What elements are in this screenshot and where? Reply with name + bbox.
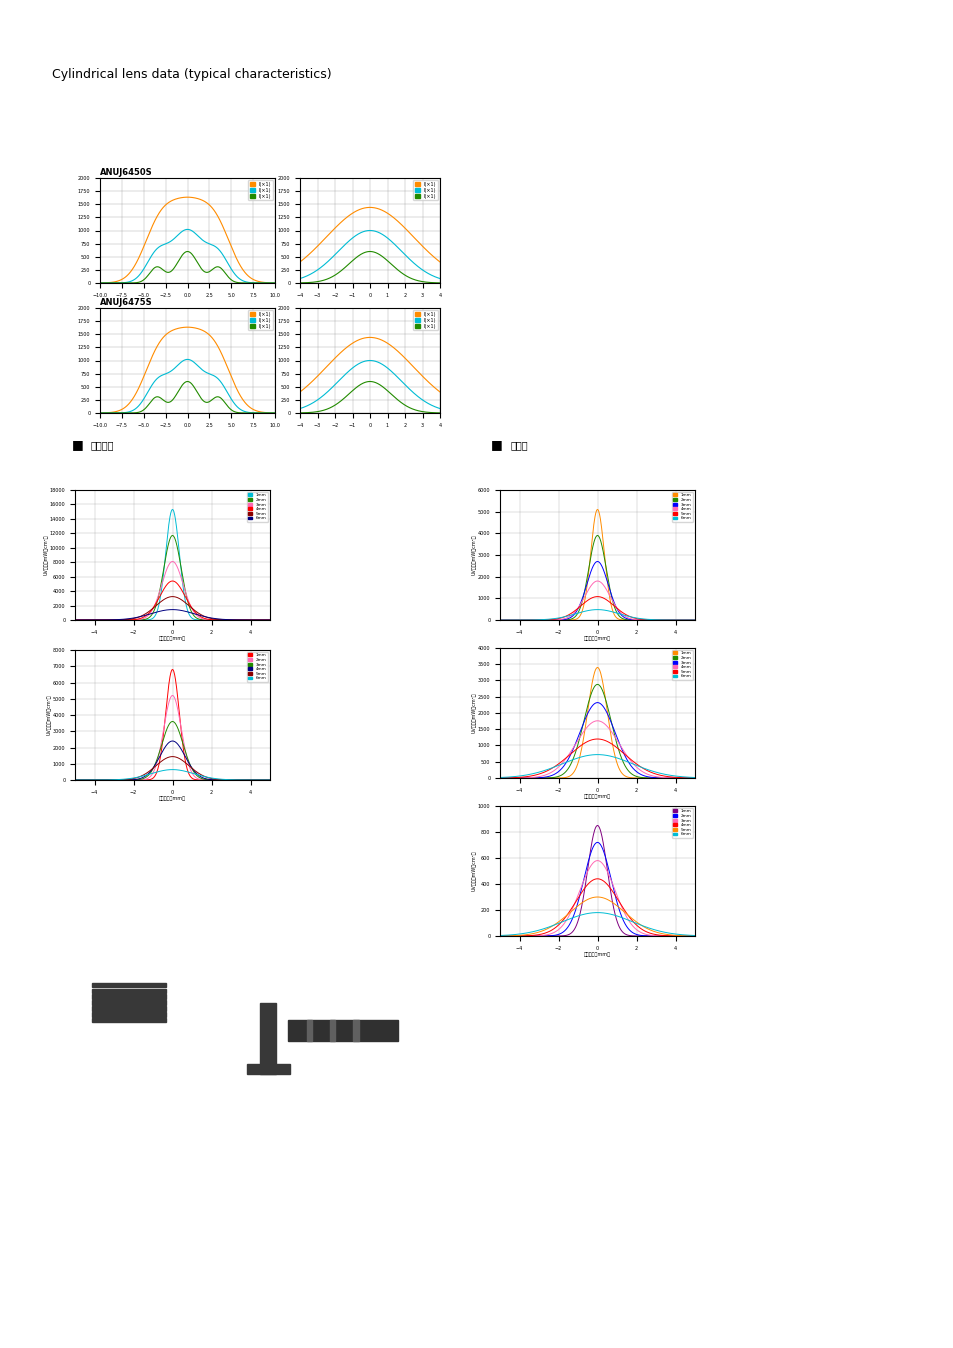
Text: ANUJ6450S: ANUJ6450S xyxy=(100,168,152,177)
Bar xyxy=(288,1020,397,1041)
Legend: 1mm, 2mm, 3mm, 4mm, 5mm, 6mm: 1mm, 2mm, 3mm, 4mm, 5mm, 6mm xyxy=(671,650,692,679)
Legend: I(×1), I(×1), I(×1): I(×1), I(×1), I(×1) xyxy=(248,310,273,330)
Y-axis label: UV強度（mW・cm²）: UV強度（mW・cm²） xyxy=(43,535,49,576)
Text: 長さ方向: 長さ方向 xyxy=(91,439,114,450)
Bar xyxy=(306,1020,312,1041)
Bar xyxy=(91,1000,166,1004)
Legend: 1mm, 2mm, 3mm, 4mm, 5mm, 6mm: 1mm, 2mm, 3mm, 4mm, 5mm, 6mm xyxy=(247,492,268,522)
Legend: 1mm, 2mm, 3mm, 4mm, 5mm, 6mm: 1mm, 2mm, 3mm, 4mm, 5mm, 6mm xyxy=(671,807,692,837)
X-axis label: 照射距離（mm）: 照射距離（mm） xyxy=(159,636,186,642)
Legend: 1mm, 2mm, 3mm, 4mm, 5mm, 6mm: 1mm, 2mm, 3mm, 4mm, 5mm, 6mm xyxy=(247,652,268,682)
X-axis label: 照射距離（mm）: 照射距離（mm） xyxy=(583,636,610,642)
Bar xyxy=(91,995,166,999)
Ellipse shape xyxy=(252,984,309,1002)
X-axis label: 照射距離（mm）: 照射距離（mm） xyxy=(583,952,610,957)
Legend: 1mm, 2mm, 3mm, 4mm, 5mm, 6mm: 1mm, 2mm, 3mm, 4mm, 5mm, 6mm xyxy=(671,492,692,522)
X-axis label: 照射距離（mm）: 照射距離（mm） xyxy=(159,797,186,801)
Text: ANUJ6475S: ANUJ6475S xyxy=(100,298,152,307)
Bar xyxy=(91,1006,166,1011)
Legend: I(×1), I(×1), I(×1): I(×1), I(×1), I(×1) xyxy=(248,181,273,201)
Y-axis label: UV強度（mW・cm²）: UV強度（mW・cm²） xyxy=(47,694,51,735)
Y-axis label: UV強度（mW・cm²）: UV強度（mW・cm²） xyxy=(471,851,476,891)
Bar xyxy=(260,1003,276,1074)
Legend: I(×1), I(×1), I(×1): I(×1), I(×1), I(×1) xyxy=(413,310,437,330)
X-axis label: 照射距離（mm）: 照射距離（mm） xyxy=(583,794,610,799)
Y-axis label: UV強度（mW・cm²）: UV強度（mW・cm²） xyxy=(471,693,476,733)
Bar xyxy=(247,1064,290,1074)
Y-axis label: UV強度（mW・cm²）: UV強度（mW・cm²） xyxy=(471,535,476,576)
Ellipse shape xyxy=(324,1006,361,1019)
Text: 幅方向: 幅方向 xyxy=(510,439,527,450)
Bar xyxy=(91,983,166,987)
Bar xyxy=(353,1020,358,1041)
Bar xyxy=(91,1018,166,1022)
Text: Cylindrical lens data (typical characteristics): Cylindrical lens data (typical character… xyxy=(52,67,332,81)
Bar xyxy=(91,1012,166,1016)
Legend: I(×1), I(×1), I(×1): I(×1), I(×1), I(×1) xyxy=(413,181,437,201)
Text: ■: ■ xyxy=(71,438,83,452)
Text: ■: ■ xyxy=(491,438,502,452)
Bar xyxy=(330,1020,335,1041)
Ellipse shape xyxy=(99,1039,160,1057)
Bar xyxy=(91,988,166,993)
